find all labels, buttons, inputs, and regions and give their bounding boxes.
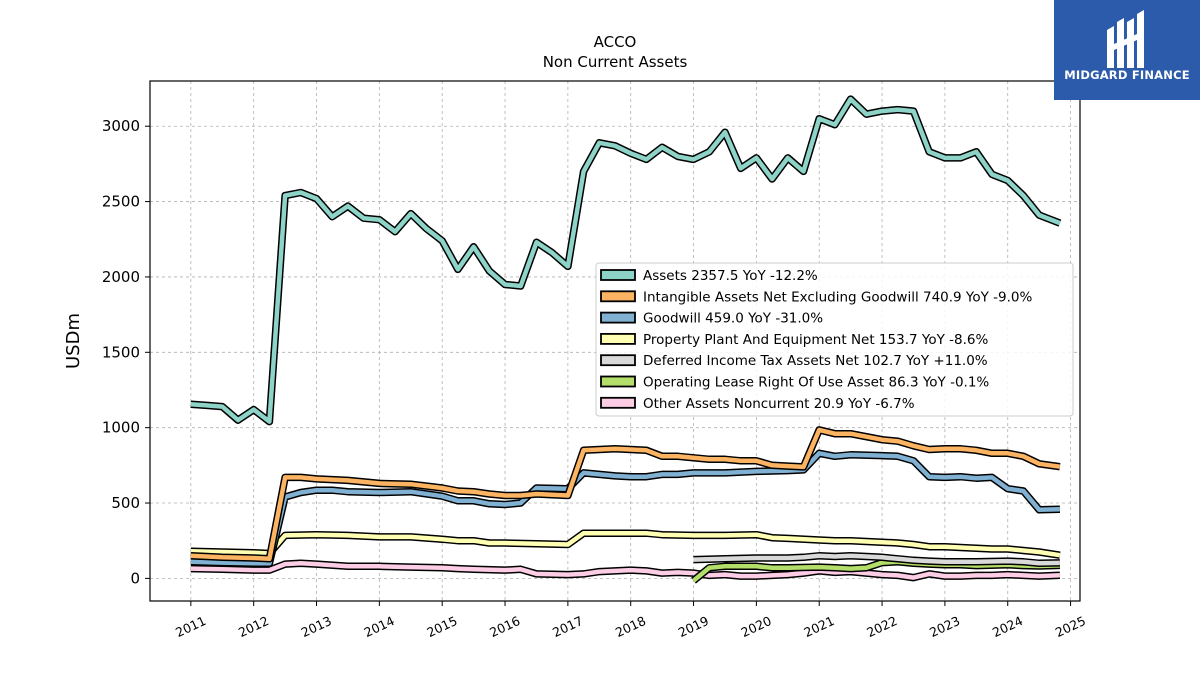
- y-tick-label: 0: [130, 569, 140, 587]
- legend-entry: Intangible Assets Net Excluding Goodwill…: [643, 289, 1033, 305]
- x-tick-label: 2014: [362, 613, 397, 640]
- y-tick-label: 1000: [102, 419, 140, 437]
- legend-swatch: [600, 311, 636, 324]
- chart-subtitle: Non Current Assets: [543, 53, 688, 71]
- y-tick-label: 2500: [102, 193, 140, 211]
- legend-swatch: [600, 290, 636, 303]
- x-tick-label: 2019: [676, 613, 711, 640]
- series-line: [190, 530, 1061, 558]
- y-tick-label: 1500: [102, 343, 140, 361]
- x-tick-label: 2022: [864, 613, 899, 640]
- series-line: [190, 427, 1061, 562]
- legend-swatch: [600, 332, 636, 345]
- y-tick-label: 3000: [102, 117, 140, 135]
- legend-swatch: [600, 396, 636, 409]
- plot-frame: [149, 80, 1081, 602]
- legend-swatch: [600, 354, 636, 367]
- series-line: [190, 561, 1060, 580]
- series-line: [190, 451, 1060, 566]
- brand-logo: MIDGARD FINANCE: [1054, 0, 1200, 100]
- x-ticks: 2011 2012 2013 2014 2015 2016 2017 2018 2019 2020…: [173, 601, 1088, 640]
- legend-swatch: [600, 269, 636, 281]
- legend: Assets 2357.5 YoY -12.2% Intangible Asset…: [595, 262, 1074, 417]
- brand-name: MIDGARD FINANCE: [1064, 68, 1190, 82]
- legend-entry: Other Assets Noncurrent 20.9 YoY -6.7%: [643, 396, 915, 412]
- x-tick-label: 2025: [1053, 613, 1088, 640]
- x-tick-label: 2024: [990, 613, 1025, 640]
- x-tick-label: 2011: [173, 613, 208, 640]
- legend-entry: Operating Lease Right Of Use Asset 86.3 …: [643, 375, 989, 391]
- legend-box: [595, 262, 1074, 417]
- x-tick-label: 2015: [424, 613, 459, 640]
- x-tick-label: 2012: [236, 613, 271, 640]
- legend-entry: Goodwill 459.0 YoY -31.0%: [643, 311, 823, 327]
- x-tick-label: 2020: [739, 613, 774, 640]
- x-tick-label: 2013: [299, 613, 334, 640]
- x-tick-label: 2017: [550, 613, 585, 640]
- series-lines: [190, 95, 1062, 584]
- y-tick-label: 2000: [102, 268, 140, 286]
- legend-entry: Assets 2357.5 YoY -12.2%: [643, 268, 818, 284]
- x-tick-label: 2023: [927, 613, 962, 640]
- legend-swatch: [600, 375, 636, 388]
- series-line: [693, 553, 1060, 566]
- x-tick-label: 2016: [487, 613, 522, 640]
- legend-entry: Property Plant And Equipment Net 153.7 Y…: [643, 332, 988, 348]
- x-tick-label: 2021: [801, 613, 836, 640]
- y-axis-label: USDm: [63, 313, 84, 369]
- chart-title: ACCO: [594, 33, 637, 51]
- y-ticks: 0 500 1000 1500 2000 2500 3000: [102, 117, 150, 587]
- midgard-logo-icon: [1107, 10, 1144, 68]
- series-line: [190, 96, 1061, 424]
- x-tick-label: 2018: [613, 613, 648, 640]
- legend-entry: Deferred Income Tax Assets Net 102.7 YoY…: [643, 353, 988, 369]
- y-tick-label: 500: [111, 494, 140, 512]
